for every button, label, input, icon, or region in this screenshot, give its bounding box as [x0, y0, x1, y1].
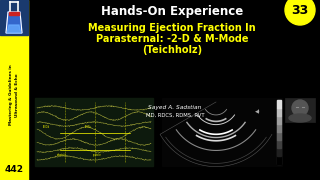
Bar	[277, 124, 281, 132]
Text: Sayed A. Sadstian: Sayed A. Sadstian	[148, 105, 202, 111]
Text: Measuring Ejection Fraction In: Measuring Ejection Fraction In	[88, 23, 256, 33]
Text: LVIDs: LVIDs	[85, 125, 92, 129]
Bar	[277, 148, 281, 156]
Text: MD, RDCS, RDMS, RVT: MD, RDCS, RDMS, RVT	[146, 112, 204, 118]
Polygon shape	[6, 12, 22, 33]
Bar	[277, 132, 281, 140]
Bar	[277, 100, 281, 108]
Circle shape	[285, 0, 315, 25]
Text: Mastering & Guidelines in
Ultrasound & Echo: Mastering & Guidelines in Ultrasound & E…	[9, 65, 19, 125]
Bar	[9, 12, 19, 15]
Bar	[277, 116, 281, 124]
Text: 442: 442	[4, 165, 23, 174]
Text: Hands-On Experience: Hands-On Experience	[101, 6, 243, 19]
Bar	[277, 100, 281, 164]
Bar	[0, 0, 28, 35]
Text: 33: 33	[292, 3, 308, 17]
Circle shape	[292, 100, 308, 116]
Text: ◀): ◀)	[255, 109, 261, 114]
Ellipse shape	[289, 114, 311, 122]
Polygon shape	[7, 25, 21, 33]
Text: diastole: diastole	[57, 153, 67, 157]
Bar	[277, 108, 281, 116]
Bar	[35, 98, 153, 166]
Text: LVIDd: LVIDd	[43, 125, 50, 129]
Bar	[162, 98, 282, 166]
Text: Parasternal: -2-D & M-Mode: Parasternal: -2-D & M-Mode	[96, 34, 248, 44]
Bar	[277, 156, 281, 164]
Bar	[277, 140, 281, 148]
Bar	[285, 98, 315, 122]
Bar	[0, 0, 28, 180]
Text: systole: systole	[93, 153, 102, 157]
Text: (Teichholz): (Teichholz)	[142, 45, 202, 55]
